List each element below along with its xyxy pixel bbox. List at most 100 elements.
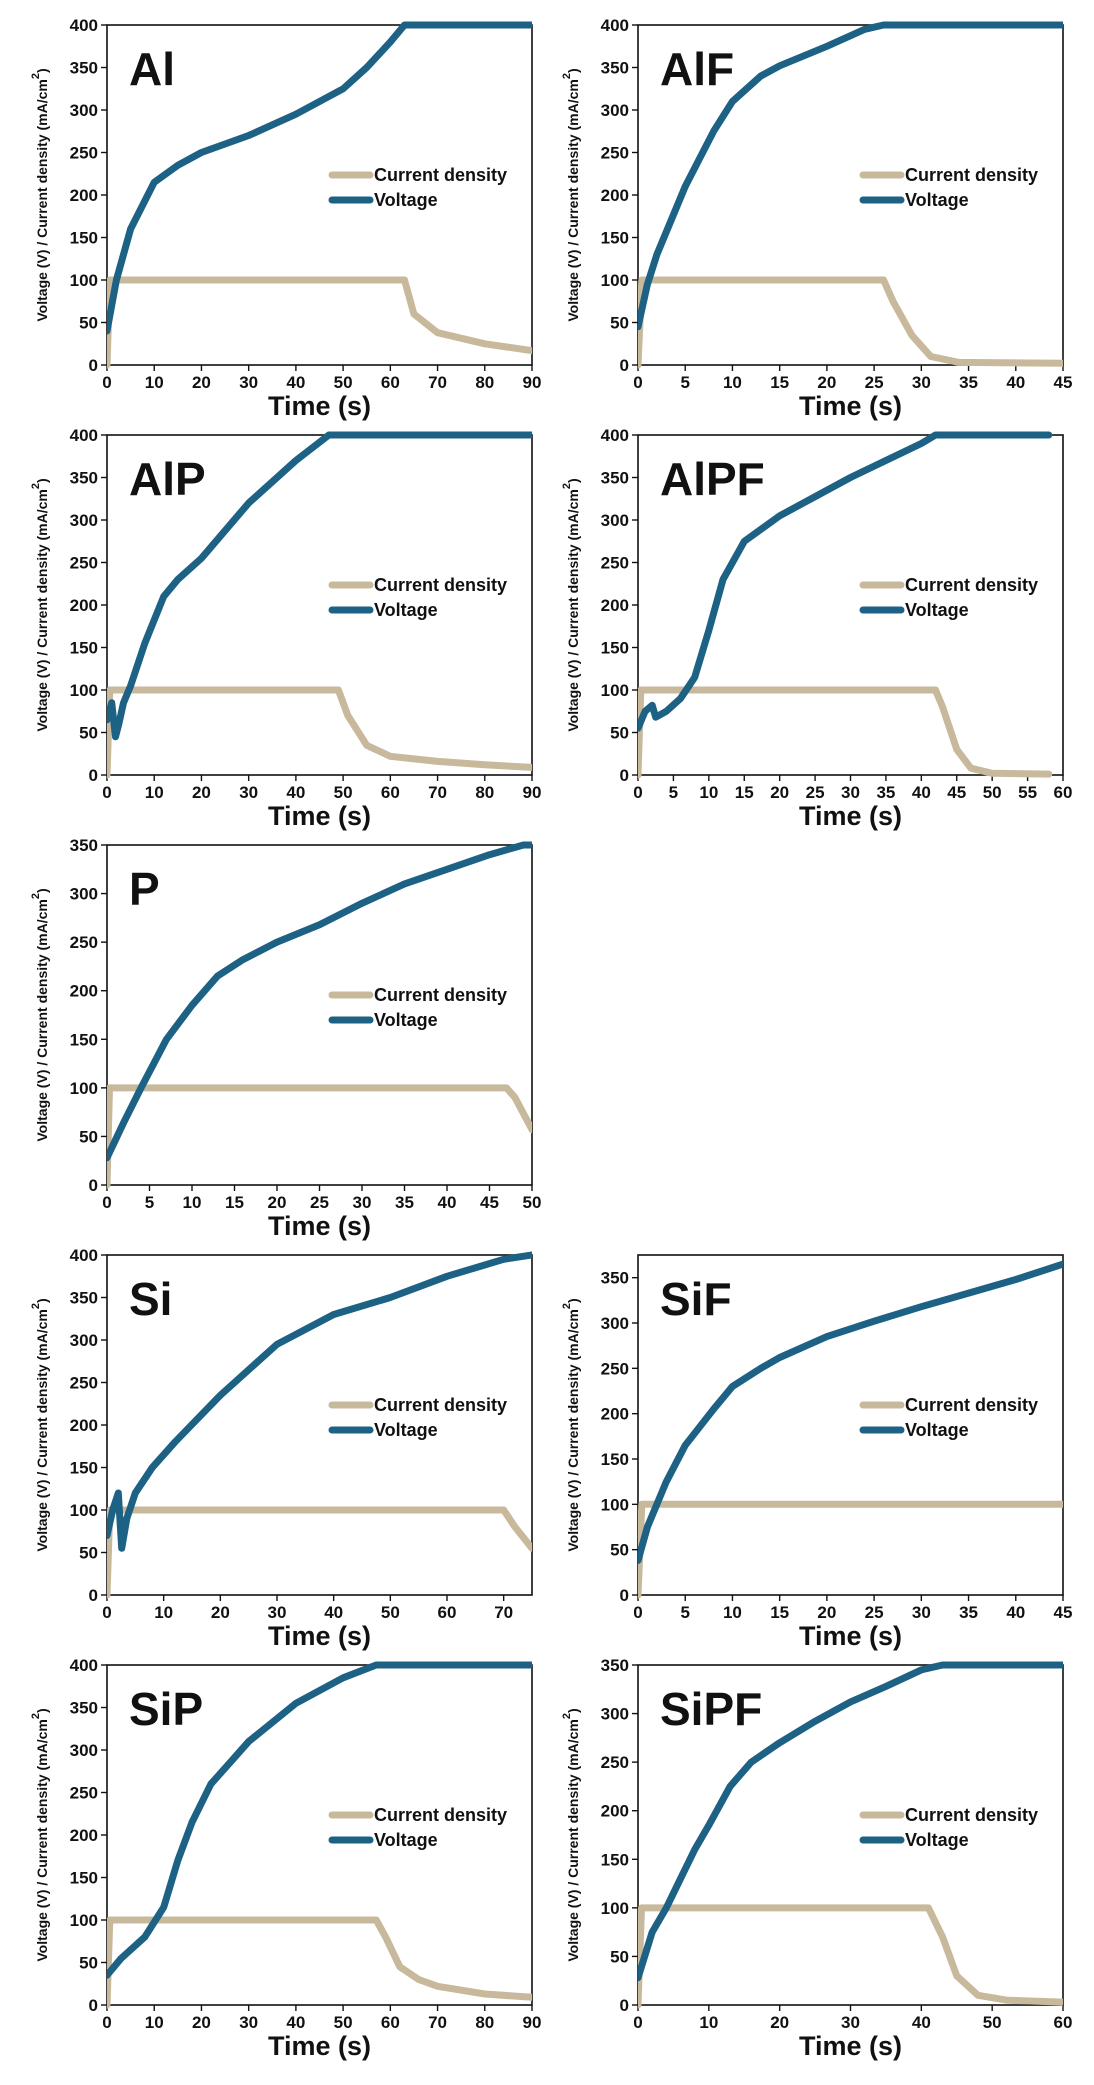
y-tick-label: 400 (70, 1246, 98, 1265)
x-tick-label: 25 (865, 373, 884, 392)
x-tick-label: 40 (912, 2013, 931, 2032)
x-tick-label: 40 (286, 783, 305, 802)
x-tick-label: 50 (983, 783, 1002, 802)
x-tick-label: 25 (310, 1193, 329, 1212)
y-tick-label: 150 (601, 1850, 629, 1869)
y-axis-title-main: Voltage (V) / Current density (mA/cm (565, 1309, 581, 1551)
series-line-current-density (107, 1506, 532, 1599)
panel-label: AlPF (660, 453, 765, 505)
x-tick-label: 80 (475, 373, 494, 392)
y-tick-label: 0 (89, 1176, 98, 1195)
y-tick-label: 400 (601, 16, 629, 35)
y-tick-label: 0 (620, 1996, 629, 2015)
y-axis-title: Voltage (V) / Current density (mA/cm2) (561, 68, 581, 321)
x-tick-label: 60 (381, 373, 400, 392)
y-axis-title-sup: 2 (30, 893, 42, 899)
legend-label-current-density: Current density (374, 1805, 507, 1825)
y-axis-title-main: Voltage (V) / Current density (mA/cm (34, 1309, 50, 1551)
series-line-current-density (638, 1500, 1063, 1599)
y-tick-label: 300 (601, 101, 629, 120)
chart-panel-sipf: 0 10 20 30 40 50 60 0 50 100 150 200 250 300 350 Time (… (561, 1656, 1072, 2061)
x-tick-label: 45 (1054, 373, 1073, 392)
legend-label-voltage: Voltage (905, 600, 969, 620)
y-tick-label: 250 (70, 1784, 98, 1803)
x-tick-label: 20 (770, 2013, 789, 2032)
x-tick-label: 30 (239, 2013, 258, 2032)
legend: Current density Voltage (328, 1395, 507, 1440)
x-tick-label: 35 (959, 373, 978, 392)
y-tick-label: 200 (70, 1416, 98, 1435)
chart-panel-sif: 0 5 10 15 20 25 30 35 40 45 0 50 100 150 200 250 300 350 T… (561, 1254, 1073, 1651)
legend-label-voltage: Voltage (374, 600, 438, 620)
y-tick-label: 50 (79, 724, 98, 743)
y-tick-label: 300 (601, 1705, 629, 1724)
legend-label-voltage: Voltage (374, 190, 438, 210)
panel-label: AlP (129, 453, 206, 505)
y-tick-label: 0 (89, 1586, 98, 1605)
x-tick-label: 5 (680, 373, 689, 392)
legend-label-current-density: Current density (905, 1805, 1038, 1825)
y-tick-label: 350 (601, 1269, 629, 1288)
x-tick-label: 45 (480, 1193, 499, 1212)
y-tick-label: 100 (601, 271, 629, 290)
y-tick-label: 350 (601, 469, 629, 488)
y-tick-label: 150 (70, 639, 98, 658)
x-axis-title: Time (s) (268, 1211, 371, 1241)
y-tick-label: 200 (601, 1802, 629, 1821)
series-line-voltage (107, 1251, 532, 1552)
y-tick-label: 250 (601, 144, 629, 163)
y-axis-title-sup: 2 (30, 1713, 42, 1719)
x-tick-label: 30 (841, 2013, 860, 2032)
x-tick-label: 40 (286, 2013, 305, 2032)
y-tick-label: 0 (620, 766, 629, 785)
y-tick-label: 300 (70, 1331, 98, 1350)
chart-panel-si: 0 10 20 30 40 50 60 70 0 50 100 150 200 250 300 350 400 T… (30, 1246, 533, 1651)
chart-panel-alpf: 0 5 10 15 20 25 30 35 40 45 50 55 60 0 50 100 150 200 250 3… (561, 426, 1072, 831)
x-tick-label: 80 (475, 783, 494, 802)
legend-label-current-density: Current density (905, 165, 1038, 185)
y-tick-label: 250 (70, 554, 98, 573)
y-axis-title-end: ) (565, 1708, 581, 1713)
y-axis-title-main: Voltage (V) / Current density (mA/cm (34, 1719, 50, 1961)
x-tick-label: 10 (145, 2013, 164, 2032)
y-axis-title-end: ) (34, 1708, 50, 1713)
x-tick-label: 45 (1054, 1603, 1073, 1622)
y-axis-title: Voltage (V) / Current density (mA/cm2) (561, 1708, 581, 1961)
x-tick-label: 20 (211, 1603, 230, 1622)
panel-label: AlF (660, 43, 734, 95)
chart-panel-alp: 0 10 20 30 40 50 60 70 80 90 0 50 100 150 200 250 300 350… (30, 426, 541, 831)
y-axis-title-sup: 2 (561, 1303, 573, 1309)
y-axis-title: Voltage (V) / Current density (mA/cm2) (30, 888, 50, 1141)
x-tick-label: 25 (865, 1603, 884, 1622)
x-axis-title: Time (s) (268, 391, 371, 421)
x-tick-label: 40 (324, 1603, 343, 1622)
x-tick-label: 0 (633, 373, 642, 392)
series-line-current-density (638, 1904, 1063, 2009)
y-tick-label: 350 (70, 1699, 98, 1718)
y-tick-label: 150 (70, 229, 98, 248)
y-tick-label: 100 (70, 1911, 98, 1930)
x-tick-label: 35 (395, 1193, 414, 1212)
x-tick-label: 35 (959, 1603, 978, 1622)
x-tick-label: 5 (680, 1603, 689, 1622)
chart-panel-p: 0 5 10 15 20 25 30 35 40 45 50 0 50 100 150 200 250 300 35… (30, 836, 541, 1241)
x-tick-label: 15 (735, 783, 754, 802)
x-tick-label: 40 (286, 373, 305, 392)
y-tick-label: 0 (89, 356, 98, 375)
y-tick-label: 200 (70, 982, 98, 1001)
series-line-current-density (638, 686, 1053, 779)
y-axis-title-end: ) (565, 478, 581, 483)
x-tick-label: 30 (841, 783, 860, 802)
legend-label-voltage: Voltage (374, 1010, 438, 1030)
y-tick-label: 300 (601, 1314, 629, 1333)
y-tick-label: 200 (70, 186, 98, 205)
x-tick-label: 10 (723, 373, 742, 392)
y-tick-label: 50 (79, 1127, 98, 1146)
y-axis-title-main: Voltage (V) / Current density (mA/cm (565, 79, 581, 321)
y-tick-label: 100 (601, 681, 629, 700)
series-line-current-density (107, 1084, 532, 1189)
x-tick-label: 90 (523, 2013, 542, 2032)
x-tick-label: 50 (334, 783, 353, 802)
y-tick-label: 200 (601, 596, 629, 615)
